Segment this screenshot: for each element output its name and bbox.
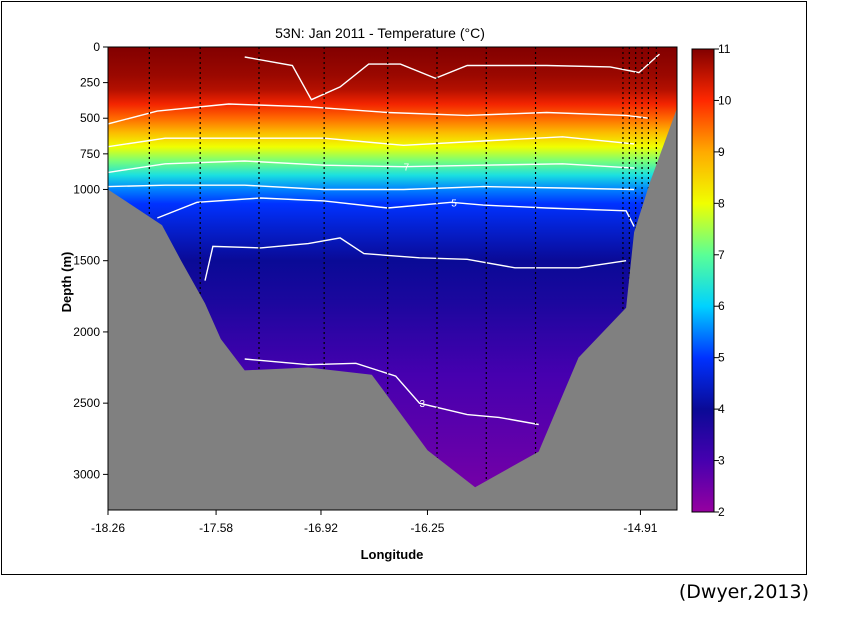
seafloor-bathymetry bbox=[108, 108, 677, 511]
y-tick-label: 0 bbox=[93, 40, 100, 54]
citation: (Dwyer,2013) bbox=[678, 581, 809, 603]
y-tick-label: 2500 bbox=[73, 396, 100, 410]
isotherm-label: 5 bbox=[451, 198, 457, 209]
y-tick-label: 3000 bbox=[73, 467, 100, 481]
isotherm-label: 3 bbox=[420, 399, 426, 410]
colorbar bbox=[691, 48, 715, 513]
x-tick-label: -18.26 bbox=[91, 521, 125, 535]
x-axis-label: Longitude bbox=[361, 547, 424, 562]
y-tick-label: 1500 bbox=[73, 254, 100, 268]
isotherm-line bbox=[108, 184, 635, 191]
chart-title: 53N: Jan 2011 - Temperature (°C) bbox=[275, 25, 485, 41]
x-tick-label: -16.25 bbox=[410, 521, 444, 535]
colorbar-tick-label: 4 bbox=[718, 402, 725, 416]
y-tick-label: 1000 bbox=[73, 182, 100, 196]
isotherm-line bbox=[108, 136, 635, 148]
isotherm-label: 7 bbox=[404, 163, 410, 174]
x-tick-label: -14.91 bbox=[623, 521, 657, 535]
isotherm-line bbox=[244, 358, 539, 426]
plot-frame bbox=[107, 46, 678, 511]
colorbar-tick-label: 10 bbox=[718, 93, 732, 107]
y-tick-label: 250 bbox=[80, 76, 100, 90]
colorbar-tick-label: 6 bbox=[718, 299, 725, 313]
isotherm-line bbox=[108, 160, 635, 174]
isotherm-line bbox=[157, 197, 635, 227]
y-tick-label: 2000 bbox=[73, 325, 100, 339]
temperature-section-chart: 53N: Jan 2011 - Temperature (°C) 753 025… bbox=[59, 25, 732, 562]
y-axis-label: Depth (m) bbox=[59, 252, 74, 313]
y-tick-label: 500 bbox=[80, 111, 100, 125]
x-axis: -18.26 -17.58 -16.92 -16.25 -14.91 bbox=[91, 510, 658, 535]
y-tick-label: 750 bbox=[80, 147, 100, 161]
colorbar-tick-label: 5 bbox=[718, 351, 725, 365]
colorbar-ticks: 2 3 4 5 6 7 8 9 10 11 bbox=[714, 42, 732, 519]
colorbar-tick-label: 7 bbox=[718, 248, 725, 262]
x-tick-label: -16.92 bbox=[304, 521, 338, 535]
y-axis: 0 250 500 750 1000 1500 2000 2500 3000 bbox=[73, 40, 108, 481]
colorbar-tick-label: 8 bbox=[718, 196, 725, 210]
colorbar-tick-label: 2 bbox=[718, 505, 725, 519]
x-tick-label: -17.58 bbox=[199, 521, 233, 535]
colorbar-tick-label: 9 bbox=[718, 145, 725, 159]
colorbar-tick-label: 3 bbox=[718, 454, 725, 468]
colorbar-tick-label: 11 bbox=[718, 42, 731, 56]
isotherm-line bbox=[244, 53, 660, 101]
